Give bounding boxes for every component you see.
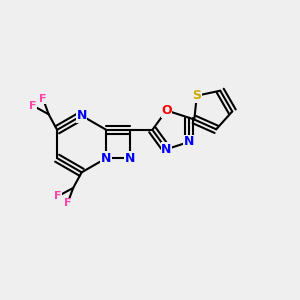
Text: N: N: [161, 143, 172, 156]
Text: F: F: [54, 191, 61, 201]
Text: S: S: [192, 89, 201, 102]
Text: N: N: [125, 152, 136, 165]
Text: N: N: [76, 109, 87, 122]
Text: O: O: [161, 104, 172, 117]
Text: N: N: [101, 152, 111, 165]
Text: F: F: [39, 94, 47, 104]
Text: N: N: [184, 135, 194, 148]
Text: F: F: [64, 199, 71, 208]
Text: F: F: [29, 101, 37, 111]
